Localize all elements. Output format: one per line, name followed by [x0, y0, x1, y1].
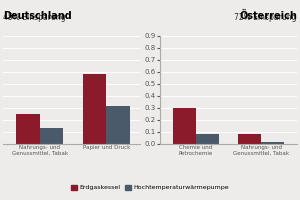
- Bar: [16, 114, 40, 144]
- Bar: [261, 142, 284, 144]
- Bar: [83, 74, 106, 144]
- Legend: Erdgaskessel, Hochtemperaturwärmepumpe: Erdgaskessel, Hochtemperaturwärmepumpe: [69, 182, 231, 193]
- Bar: [40, 128, 63, 144]
- Bar: [173, 108, 196, 144]
- Text: Deutschland: Deutschland: [3, 11, 72, 21]
- Bar: [106, 106, 130, 144]
- Text: 72% Einsparung: 72% Einsparung: [235, 13, 297, 22]
- Text: Österreich: Österreich: [239, 11, 297, 21]
- Text: 45% Einsparung: 45% Einsparung: [3, 13, 66, 22]
- Bar: [196, 134, 219, 144]
- Bar: [238, 134, 261, 144]
